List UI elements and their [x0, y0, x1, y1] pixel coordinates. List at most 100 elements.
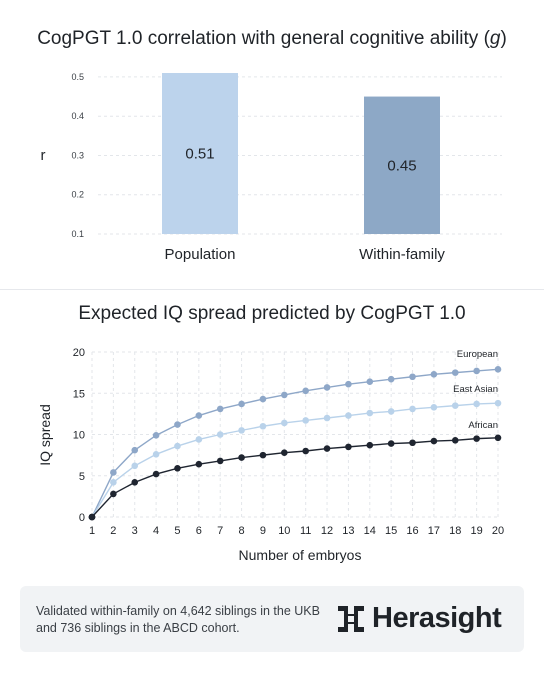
correlation-title-end: ): [500, 28, 507, 49]
series-point: [451, 436, 459, 444]
line-x-tick-label: 4: [153, 525, 159, 537]
series-point: [366, 409, 374, 417]
series-point: [259, 422, 267, 430]
series-point: [110, 490, 117, 498]
line-x-tick-label: 6: [196, 525, 202, 537]
series-point: [281, 391, 288, 399]
series-point: [302, 387, 309, 395]
line-y-tick-label: 5: [79, 471, 85, 483]
series-point: [195, 412, 203, 419]
series-point: [494, 399, 502, 407]
series-point: [131, 462, 139, 470]
line-x-tick-label: 1: [89, 525, 95, 537]
series-point: [494, 434, 502, 442]
line-x-tick-label: 10: [278, 525, 290, 537]
series-point: [281, 419, 288, 427]
series-point: [345, 443, 352, 451]
series-point: [216, 431, 224, 438]
series-point: [430, 403, 438, 411]
series-point: [238, 427, 245, 434]
line-x-tick-label: 14: [364, 525, 376, 537]
bar-y-axis-label: r: [41, 147, 46, 164]
line-x-tick-label: 9: [260, 525, 266, 537]
series-line-0: [91, 368, 499, 518]
correlation-title-variable: g: [489, 28, 501, 49]
line-x-tick-label: 2: [110, 525, 116, 537]
series-point: [216, 457, 224, 465]
bar-y-tick-label: 0.2: [71, 190, 84, 200]
series-point: [430, 370, 438, 378]
series-point: [110, 469, 117, 476]
bar-1: [364, 96, 440, 234]
bar-data-label: 0.45: [387, 157, 416, 174]
series-point: [451, 369, 459, 376]
series-label: African: [468, 420, 498, 431]
footer-panel: Validated within-family on 4,642 sibling…: [20, 586, 524, 652]
series-label: East Asian: [453, 384, 498, 395]
line-x-tick-label: 13: [342, 525, 354, 537]
line-x-tick-label: 5: [174, 525, 180, 537]
bar-category-label: Population: [165, 246, 236, 263]
line-y-tick-label: 15: [73, 388, 85, 400]
series-point: [259, 451, 267, 459]
herasight-logo-icon: [338, 606, 364, 632]
line-x-tick-label: 18: [449, 525, 461, 537]
series-point: [174, 465, 181, 472]
line-x-tick-label: 12: [321, 525, 333, 537]
series-point: [152, 470, 160, 478]
line-x-tick-label: 17: [428, 525, 440, 537]
bar-0: [162, 73, 238, 234]
section-divider: [0, 289, 544, 290]
series-point: [216, 405, 224, 413]
series-point: [259, 395, 267, 403]
series-point: [174, 442, 181, 450]
brand-name: Herasight: [372, 602, 502, 634]
series-point: [88, 513, 96, 521]
series-point: [238, 400, 245, 408]
series-point: [387, 375, 395, 383]
series-point: [152, 432, 160, 439]
series-line-1: [91, 402, 499, 518]
iq-spread-chart-title: Expected IQ spread predicted by CogPGT 1…: [78, 303, 466, 324]
series-point: [345, 412, 352, 419]
series-point: [430, 437, 438, 445]
line-x-tick-label: 15: [385, 525, 397, 537]
series-label: European: [457, 349, 498, 360]
series-point: [494, 366, 502, 373]
line-x-tick-label: 7: [217, 525, 223, 537]
line-y-axis-label: IQ spread: [37, 404, 53, 465]
line-x-tick-label: 8: [239, 525, 245, 537]
series-point: [195, 460, 203, 468]
bar-y-tick-label: 0.1: [71, 229, 84, 239]
line-x-tick-label: 3: [132, 525, 138, 537]
line-y-tick-label: 0: [79, 512, 85, 524]
series-point: [302, 447, 309, 455]
bar-y-tick-label: 0.4: [71, 111, 84, 121]
series-point: [302, 417, 309, 424]
series-point: [473, 435, 480, 442]
series-point: [281, 449, 288, 456]
series-point: [366, 378, 374, 386]
series-point: [409, 405, 416, 413]
series-point: [110, 479, 117, 486]
series-point: [473, 367, 480, 375]
series-point: [473, 400, 480, 408]
bar-category-label: Within-family: [359, 246, 445, 263]
series-point: [409, 439, 416, 447]
bar-y-tick-label: 0.5: [71, 72, 84, 82]
correlation-chart-title: CogPGT 1.0 correlation with general cogn…: [0, 28, 544, 50]
series-point: [174, 421, 181, 428]
line-x-tick-label: 11: [300, 525, 311, 537]
series-point: [387, 408, 395, 415]
series-point: [152, 451, 160, 458]
series-line-2: [91, 437, 499, 518]
brand-logo: Herasight: [334, 600, 514, 638]
series-point: [323, 384, 331, 391]
line-x-tick-label: 20: [492, 525, 504, 537]
line-x-axis-label: Number of embryos: [239, 547, 362, 563]
footer-validation-text: Validated within-family on 4,642 sibling…: [36, 604, 320, 635]
line-y-tick-label: 10: [73, 430, 85, 442]
series-point: [238, 454, 245, 461]
series-point: [366, 441, 374, 449]
